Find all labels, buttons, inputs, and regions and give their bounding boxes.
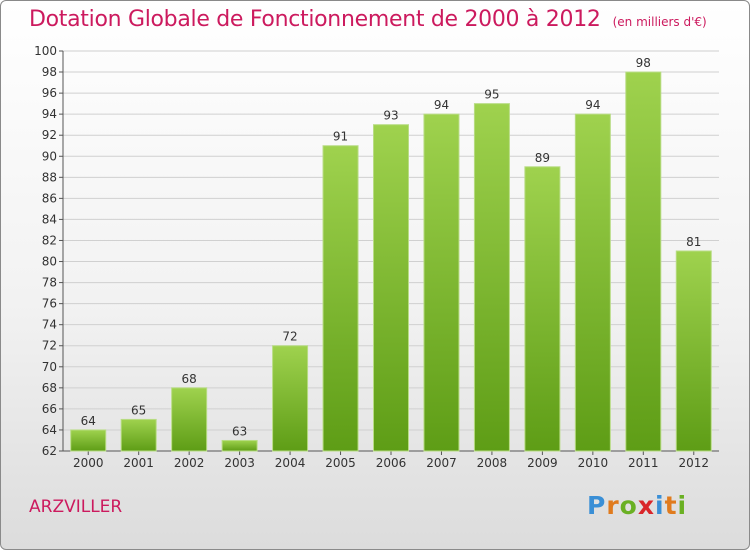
x-tick-label: 2002: [174, 456, 205, 470]
bars: [70, 71, 712, 452]
x-tick-label: 2001: [123, 456, 154, 470]
logo-letter: i: [677, 491, 688, 520]
y-tick-label: 62: [42, 444, 57, 458]
y-tick-label: 98: [42, 65, 57, 79]
x-tick-label: 2011: [628, 456, 659, 470]
y-tick-label: 70: [42, 360, 57, 374]
x-tick-label: 2010: [578, 456, 609, 470]
bar: [221, 439, 258, 452]
y-tick-label: 96: [42, 86, 57, 100]
value-label: 94: [585, 98, 600, 112]
bar: [322, 145, 359, 452]
logo-letter: t: [664, 491, 678, 520]
logo-letter: r: [606, 491, 620, 520]
x-tick-label: 2003: [224, 456, 255, 470]
logo-letter: x: [637, 491, 655, 520]
logo-letter: P: [587, 491, 607, 520]
y-tick-label: 72: [42, 339, 57, 353]
bar: [524, 166, 561, 452]
x-tick-label: 2008: [477, 456, 508, 470]
y-tick-label: 86: [42, 191, 57, 205]
y-tick-label: 92: [42, 128, 57, 142]
proxiti-logo: Proxiti: [587, 491, 687, 520]
y-tick-label: 68: [42, 381, 57, 395]
value-label: 91: [333, 130, 348, 144]
y-tick-label: 64: [42, 423, 57, 437]
x-tick-label: 2000: [73, 456, 104, 470]
bar: [675, 250, 712, 452]
y-tick-label: 74: [42, 318, 57, 332]
unit-label: (en milliers d'€): [612, 15, 707, 29]
y-tick-label: 94: [42, 107, 57, 121]
y-tick-label: 100: [34, 44, 57, 58]
x-tick-label: 2009: [527, 456, 558, 470]
y-tick-label: 84: [42, 212, 57, 226]
bar: [70, 429, 107, 452]
bar: [373, 124, 409, 452]
bar: [473, 103, 510, 452]
y-tick-label: 66: [42, 402, 57, 416]
value-label: 65: [131, 403, 146, 417]
logo-letter: i: [655, 491, 665, 520]
value-label: 68: [182, 372, 197, 386]
chart-title: Dotation Globale de Fonctionnement de 20…: [29, 7, 707, 32]
value-label: 95: [484, 88, 499, 102]
y-tick-label: 78: [42, 276, 57, 290]
bar: [423, 113, 460, 452]
bar: [120, 418, 157, 452]
value-label: 98: [636, 56, 651, 70]
y-tick-label: 76: [42, 297, 57, 311]
value-label: 72: [282, 330, 297, 344]
value-label: 63: [232, 424, 247, 438]
bar: [625, 71, 662, 452]
y-tick-label: 88: [42, 170, 57, 184]
x-tick-label: 2005: [325, 456, 356, 470]
logo-letter: o: [619, 491, 638, 520]
value-label: 94: [434, 98, 449, 112]
bar: [272, 345, 309, 452]
labels: 64 2000 65 2001 68 2002 63 2003 72 2004 91 2005 93 20…: [73, 56, 709, 470]
x-tick-label: 2004: [275, 456, 306, 470]
value-label: 93: [383, 109, 398, 123]
y-tick-label: 90: [42, 149, 57, 163]
y-tick-label: 82: [42, 233, 57, 247]
value-label: 64: [81, 414, 96, 428]
value-label: 89: [535, 151, 550, 165]
y-tick-label: 80: [42, 255, 57, 269]
value-label: 81: [686, 235, 701, 249]
commune-name: ARZVILLER: [29, 497, 123, 517]
x-tick-label: 2006: [376, 456, 407, 470]
bar: [574, 113, 611, 452]
bar: [171, 387, 208, 452]
title-text: Dotation Globale de Fonctionnement de 20…: [29, 7, 601, 32]
x-tick-label: 2012: [678, 456, 709, 470]
x-tick-label: 2007: [426, 456, 457, 470]
